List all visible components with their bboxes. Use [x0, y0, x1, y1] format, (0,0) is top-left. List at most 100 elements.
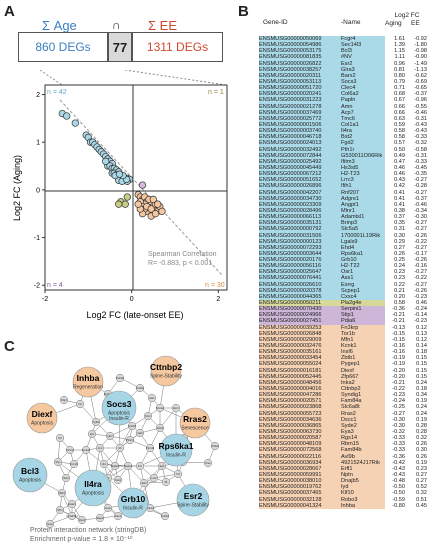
aging-fc-cell: 0.21 — [394, 287, 405, 294]
y-tick-label: 1 — [36, 140, 40, 147]
ee-fc-cell: -0.27 — [414, 177, 427, 184]
aging-fc-cell: -0.16 — [392, 349, 405, 356]
gene-id-cell: ENSMUSG00000072293 — [259, 244, 341, 251]
gene-id-cell: ENSMUSG00000055723 — [259, 410, 341, 417]
gene-id-cell: ENSMUSG00000035161 — [259, 349, 341, 356]
network-small-node-label: Mapk3 — [111, 464, 119, 468]
y-tick-label: 2 — [36, 92, 40, 99]
network-hub-node — [159, 433, 193, 467]
gene-id-cell: ENSMUSG00000037465 — [259, 490, 341, 497]
gene-row: ENSMUSG00000001506 Col1a1 0.59 -0.43 — [257, 121, 429, 129]
ee-fc-cell: -0.28 — [414, 183, 427, 190]
gene-name-cell: Angpt1 — [341, 201, 385, 208]
network-small-node — [155, 403, 165, 413]
gene-name-cell: 1700001L19Rik — [341, 232, 385, 239]
gene-id-cell: ENSMUSG00000020311 — [259, 72, 341, 79]
gene-name-cell: Osr1 — [341, 269, 385, 276]
network-small-node — [45, 519, 55, 529]
aging-fc-cell: 0.63 — [394, 115, 405, 122]
network-hub-node — [74, 469, 112, 507]
gene-id-cell: ENSMUSG00000041324 — [259, 502, 341, 509]
gene-name-cell: Slc5a5 — [341, 226, 385, 233]
gene-id-cell: ENSMUSG00000019762 — [259, 484, 341, 491]
gene-row: ENSMUSG00000038010 Dnajb5 -0.48 0.27 — [257, 478, 429, 485]
x-axis-label: Log2 FC (late-onset EE) — [86, 310, 183, 320]
gene-name-cell: Lgals9 — [341, 238, 385, 245]
aging-fc-cell: -0.36 — [392, 306, 405, 313]
gene-name-cell: Tor1b — [341, 330, 385, 337]
network-hub-label: Diexf — [32, 409, 53, 419]
network-small-node — [65, 445, 75, 455]
network-small-node — [103, 503, 113, 513]
network-small-node-label: Tgfb1 — [93, 420, 100, 424]
aging-fc-cell: 1.15 — [394, 48, 405, 55]
ee-fc-cell: 0.15 — [416, 361, 427, 368]
aging-fc-cell: 1.39 — [394, 42, 405, 49]
ee-fc-cell: 0.24 — [416, 410, 427, 417]
gene-name-cell: Fcgr4 — [341, 36, 385, 43]
gene-name-cell: Fn3krp — [341, 324, 385, 331]
gene-id-cell: ENSMUSG00000020587 — [259, 435, 341, 442]
gene-name-cell: Lrrc3 — [341, 177, 385, 184]
ee-fc-cell: -0.55 — [414, 103, 427, 110]
ee-fc-cell: 0.27 — [416, 478, 427, 485]
scatter-point — [149, 195, 157, 204]
ee-fc-cell: -0.90 — [414, 54, 427, 61]
gene-name-cell: Clec4 — [341, 85, 385, 92]
network-caption-source: Protein interaction network (stringDB) — [30, 527, 146, 534]
venn-overlap-header: Σ Age ∩ Σ EE 860 DEGs 77 1311 DEGs — [18, 18, 223, 70]
scatter-point — [121, 200, 129, 208]
gene-row: ENSMUSG00000019762 Iyd -0.50 0.52 — [257, 484, 429, 491]
aging-fc-cell: -0.32 — [392, 429, 405, 435]
ee-fc-cell: -0.43 — [414, 121, 427, 128]
gene-id-cell: ENSMUSG00000020241 — [259, 91, 341, 98]
ee-fc-cell: 0.28 — [416, 429, 427, 435]
gene-row: ENSMUSG00000076441 Ass1 0.23 -0.22 — [257, 275, 429, 282]
aging-fc-cell: 0.58 — [394, 300, 405, 307]
gene-id-cell: ENSMUSG00000003740 — [259, 128, 341, 135]
gene-name-cell: Pth1r — [341, 146, 385, 153]
gene-id-cell: ENSMUSG00000020378 — [259, 287, 341, 294]
gene-row: ENSMUSG00000052445 Zfp667 -0.20 0.15 — [257, 373, 429, 380]
ee-fc-cell: -0.33 — [414, 158, 427, 165]
gene-row: ENSMUSG00000032128 Robo3 -0.59 0.51 — [257, 496, 429, 503]
gene-name-cell: Brinp3 — [341, 220, 385, 227]
ee-fc-cell: 0.14 — [416, 343, 427, 350]
network-small-node — [135, 383, 145, 393]
gene-row: ENSMUSG00000025772 Tmc6 0.63 -0.31 — [257, 115, 429, 122]
ee-fc-cell: 0.15 — [416, 373, 427, 380]
zoom-guide-right — [124, 70, 227, 86]
aging-fc-cell: -0.27 — [392, 410, 405, 417]
ee-fc-cell: 0.13 — [416, 330, 427, 337]
network-small-node-label: Insr — [138, 464, 142, 468]
gene-name-cell: Rbm15 — [341, 441, 385, 448]
network-small-node — [139, 478, 149, 488]
ee-fc-cell: -0.27 — [414, 244, 427, 251]
ee-fc-cell: -0.92 — [414, 36, 427, 42]
network-small-node-label: Hras — [105, 506, 111, 510]
aging-fc-cell: 0.27 — [394, 244, 405, 251]
aging-fc-cell: 1.11 — [394, 54, 405, 61]
gene-id-cell: ENSMUSG00000054986 — [259, 42, 341, 49]
aging-fc-cell: -0.33 — [392, 435, 405, 442]
aging-fc-cell: 0.41 — [394, 195, 405, 202]
aging-fc-cell: 0.37 — [394, 214, 405, 221]
gene-name-cell: Acp7 — [341, 109, 385, 116]
gene-row: ENSMUSG00000039253 Fn3krp -0.13 0.12 — [257, 324, 429, 331]
ee-fc-cell: -0.26 — [414, 257, 427, 264]
ee-fc-cell: 0.45 — [416, 502, 427, 509]
gene-row: ENSMUSG00000025492 Ifitm3 0.47 -0.33 — [257, 158, 429, 165]
ee-fc-cell: 0.24 — [416, 379, 427, 386]
aging-fc-cell: -0.21 — [392, 312, 405, 319]
aging-fc-cell: -0.42 — [392, 459, 405, 466]
gene-row: ENSMUSG00000000123 Lgals9 0.29 -0.22 — [257, 238, 429, 245]
gene-name-cell: Inka2 — [341, 379, 385, 387]
network-hub-label: Inhba — [77, 373, 100, 383]
scatter-point — [63, 112, 71, 120]
aging-fc-cell: -0.50 — [392, 484, 405, 491]
network-small-node-label: Dlg4 — [61, 398, 67, 402]
ee-fc-cell: 0.23 — [416, 465, 427, 472]
network-hub-label: Cttnbp2 — [150, 362, 182, 372]
network-hub-function: Insulin-R — [109, 416, 129, 422]
ee-fc-cell: 0.27 — [416, 471, 427, 478]
